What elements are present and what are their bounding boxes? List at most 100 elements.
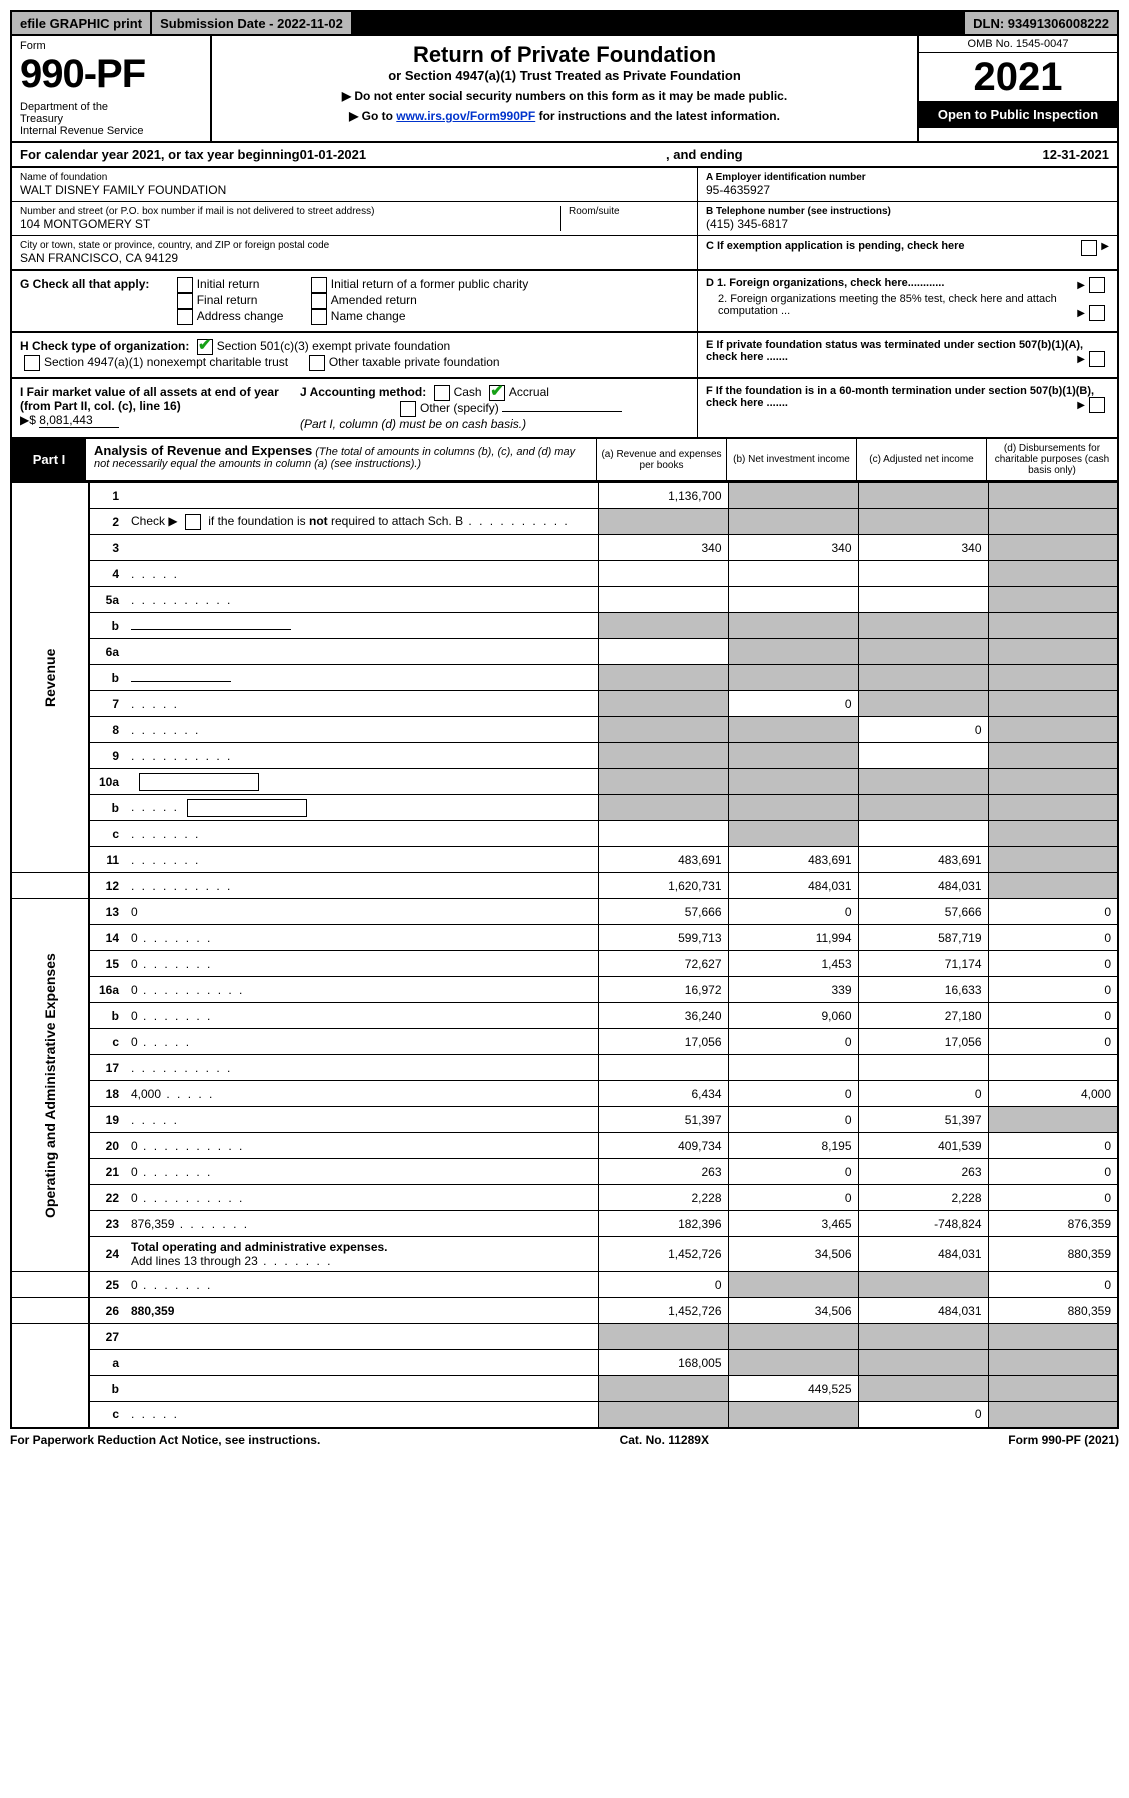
- row-11: 11 483,691 483,691 483,691: [11, 847, 1118, 873]
- r24-a: 1,452,726: [598, 1237, 728, 1272]
- r16b-a: 36,240: [598, 1003, 728, 1029]
- r12-c: 484,031: [858, 873, 988, 899]
- d-block: D 1. Foreign organizations, check here..…: [697, 271, 1117, 331]
- c-checkbox[interactable]: [1081, 240, 1097, 256]
- col-a-head: (a) Revenue and expenses per books: [597, 439, 727, 480]
- g-initial-former-checkbox[interactable]: [311, 277, 327, 293]
- r27c-num: c: [89, 1402, 125, 1428]
- r16b-desc: 0: [125, 1003, 598, 1029]
- g-opt-name: Name change: [331, 309, 406, 323]
- footer-left: For Paperwork Reduction Act Notice, see …: [10, 1433, 320, 1447]
- e-label: E If private foundation status was termi…: [706, 339, 1083, 363]
- r2-checkbox[interactable]: [185, 514, 201, 530]
- r6b-line: [131, 681, 231, 682]
- ij-block: I Fair market value of all assets at end…: [12, 379, 697, 437]
- r11-c: 483,691: [858, 847, 988, 873]
- r13-b: 0: [728, 899, 858, 925]
- j-cash-checkbox[interactable]: [434, 385, 450, 401]
- row-8: 8 0: [11, 717, 1118, 743]
- submission-date: Submission Date - 2022-11-02: [152, 12, 351, 34]
- r11-num: 11: [89, 847, 125, 873]
- r12-spacer: [11, 873, 89, 899]
- i-label: I Fair market value of all assets at end…: [20, 385, 279, 413]
- r4-num: 4: [89, 561, 125, 587]
- page-footer: For Paperwork Reduction Act Notice, see …: [10, 1429, 1119, 1451]
- name-label: Name of foundation: [20, 172, 689, 183]
- g-name-change-checkbox[interactable]: [311, 309, 327, 325]
- addr-label: Number and street (or P.O. box number if…: [20, 206, 552, 217]
- r25-num: 25: [89, 1272, 125, 1298]
- irs-link[interactable]: www.irs.gov/Form990PF: [396, 109, 535, 123]
- part1-tab: Part I: [12, 439, 86, 480]
- form-header: Form 990-PF Department of theTreasuryInt…: [10, 36, 1119, 143]
- r16c-a: 17,056: [598, 1029, 728, 1055]
- section-g-d: G Check all that apply: Initial return F…: [10, 271, 1119, 333]
- c-arrow: [1101, 240, 1109, 252]
- r27-b: [728, 1324, 858, 1350]
- r16a-desc: 0: [125, 977, 598, 1003]
- r15-desc: 0: [125, 951, 598, 977]
- r6a-b: [728, 639, 858, 665]
- r19-desc: [125, 1107, 598, 1133]
- r27a-b: [728, 1350, 858, 1376]
- r12-a: 1,620,731: [598, 873, 728, 899]
- r11-a: 483,691: [598, 847, 728, 873]
- r11-b: 483,691: [728, 847, 858, 873]
- part1-table: Revenue 1 1,136,700 2 Check ▶ if the fou…: [10, 482, 1119, 1429]
- row-23: 23 876,359 182,396 3,465 -748,824 876,35…: [11, 1211, 1118, 1237]
- h-4947-checkbox[interactable]: [24, 355, 40, 371]
- r20-desc: 0: [125, 1133, 598, 1159]
- r22-a: 2,228: [598, 1185, 728, 1211]
- r27c-desc: [125, 1402, 598, 1428]
- r13-num: 13: [89, 899, 125, 925]
- revenue-vlabel: Revenue: [11, 483, 89, 873]
- r26-c: 484,031: [858, 1298, 988, 1324]
- h-501c3-checkbox[interactable]: [197, 339, 213, 355]
- d1-checkbox[interactable]: [1089, 277, 1105, 293]
- note2-suffix: for instructions and the latest informat…: [535, 109, 780, 123]
- g-amended-checkbox[interactable]: [311, 293, 327, 309]
- d2-checkbox[interactable]: [1089, 305, 1105, 321]
- j-accrual-checkbox[interactable]: [489, 385, 505, 401]
- r7-num: 7: [89, 691, 125, 717]
- r27b-d: [988, 1376, 1118, 1402]
- r27b-c: [858, 1376, 988, 1402]
- r8-a: [598, 717, 728, 743]
- r8-b: [728, 717, 858, 743]
- r21-desc: 0: [125, 1159, 598, 1185]
- row-14: 14 0 599,713 11,994 587,719 0: [11, 925, 1118, 951]
- ein-label: A Employer identification number: [706, 172, 1109, 183]
- h-other-taxable-checkbox[interactable]: [309, 355, 325, 371]
- r7-a: [598, 691, 728, 717]
- g-opt-amended: Amended return: [331, 293, 417, 307]
- f-arrow: [1077, 399, 1085, 411]
- street-address: 104 MONTGOMERY ST: [20, 217, 552, 231]
- foundation-name: WALT DISNEY FAMILY FOUNDATION: [20, 183, 689, 197]
- r8-desc: [125, 717, 598, 743]
- j-other-checkbox[interactable]: [400, 401, 416, 417]
- form-right-block: OMB No. 1545-0047 2021 Open to Public In…: [917, 36, 1117, 141]
- r20-d: 0: [988, 1133, 1118, 1159]
- r15-a: 72,627: [598, 951, 728, 977]
- phone-cell: B Telephone number (see instructions) (4…: [698, 202, 1117, 236]
- r21-b: 0: [728, 1159, 858, 1185]
- r4-desc: [125, 561, 598, 587]
- r12-num: 12: [89, 873, 125, 899]
- r18-d: 4,000: [988, 1081, 1118, 1107]
- f-checkbox[interactable]: [1089, 397, 1105, 413]
- g-address-change-checkbox[interactable]: [177, 309, 193, 325]
- r27-d: [988, 1324, 1118, 1350]
- r25-spacer: [11, 1272, 89, 1298]
- g-initial-return-checkbox[interactable]: [177, 277, 193, 293]
- row-27b: b 449,525: [11, 1376, 1118, 1402]
- e-checkbox[interactable]: [1089, 351, 1105, 367]
- r25-c: [858, 1272, 988, 1298]
- i-value: 8,081,443: [39, 413, 119, 428]
- g-final-return-checkbox[interactable]: [177, 293, 193, 309]
- row-10a: 10a: [11, 769, 1118, 795]
- r21-c: 263: [858, 1159, 988, 1185]
- r22-num: 22: [89, 1185, 125, 1211]
- row-20: 20 0 409,734 8,195 401,539 0: [11, 1133, 1118, 1159]
- r25-d: 0: [988, 1272, 1118, 1298]
- r26-num: 26: [89, 1298, 125, 1324]
